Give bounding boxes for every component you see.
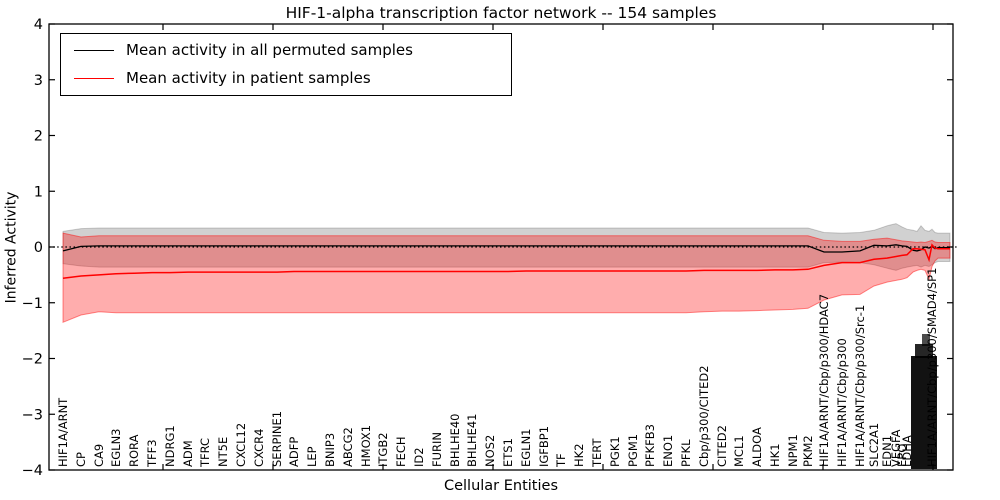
entity-label: EGLN3 xyxy=(109,428,123,467)
y-axis-label: Inferred Activity xyxy=(3,191,20,304)
entity-label: ALDOA xyxy=(750,427,764,467)
entity-label: ITGB2 xyxy=(376,432,390,467)
entity-label: HMOX1 xyxy=(359,425,373,467)
chart-title: HIF-1-alpha transcription factor network… xyxy=(285,4,717,22)
entity-label: PKM2 xyxy=(801,435,815,467)
entity-label: EGLN1 xyxy=(519,428,533,467)
entity-label: VEGFA xyxy=(889,429,903,467)
entity-label: CP xyxy=(74,452,88,467)
patient-mean-line xyxy=(62,243,950,279)
y-tick-label: −4 xyxy=(22,463,43,479)
y-tick-label: 0 xyxy=(34,240,43,256)
entity-label: PFKFB3 xyxy=(643,424,657,467)
y-tick-label: 4 xyxy=(34,17,43,33)
entity-label: HIF1A/ARNT/Cbp/p300 xyxy=(835,338,849,467)
permuted-mean-line xyxy=(62,244,950,253)
entity-label: Cbp/p300/CITED2 xyxy=(697,365,711,467)
entity-label: TFF3 xyxy=(145,439,159,468)
entity-label: TFRC xyxy=(198,438,212,468)
y-tick-label: −2 xyxy=(22,352,43,368)
entity-label: PGM1 xyxy=(626,434,640,467)
entity-label: FURIN xyxy=(430,432,444,467)
entity-label: BNIP3 xyxy=(323,433,337,467)
legend-entry-permuted: Mean activity in all permuted samples xyxy=(61,38,511,64)
entity-label: HK1 xyxy=(768,443,782,467)
legend-label: Mean activity in all permuted samples xyxy=(126,41,413,60)
entity-label: TF xyxy=(554,453,568,468)
entity-label: ADFP xyxy=(287,437,301,467)
x-axis-label: Cellular Entities xyxy=(443,478,559,494)
entity-label: EPO xyxy=(895,444,909,467)
y-tick-label: −3 xyxy=(22,407,43,423)
entity-label: BHLHE41 xyxy=(465,414,479,468)
entity-label: EDN1 xyxy=(880,435,894,467)
entity-label: LEP xyxy=(305,446,319,467)
y-tick-label: 3 xyxy=(34,73,43,89)
entity-label: ENO1 xyxy=(661,435,675,467)
patient-samples-spread-band xyxy=(62,232,951,324)
legend: Mean activity in all permuted samples Me… xyxy=(60,33,512,96)
legend-label: Mean activity in patient samples xyxy=(126,68,371,87)
entity-label: BHLHE40 xyxy=(448,414,462,468)
overlapping-labels-cluster xyxy=(911,356,937,469)
entity-label: IGFBP1 xyxy=(537,426,551,467)
entity-label: PGK1 xyxy=(608,436,622,467)
entity-label: FECH xyxy=(394,436,408,467)
entity-label: CXCR4 xyxy=(252,429,266,467)
entity-label: ABCG2 xyxy=(341,427,355,467)
entity-label: SERPINE1 xyxy=(270,411,284,467)
entity-label: CXCL12 xyxy=(234,423,248,467)
entity-label: NOS2 xyxy=(483,435,497,467)
entity-label: NPM1 xyxy=(786,434,800,467)
y-tick-label: 2 xyxy=(34,129,43,145)
entity-label: CA9 xyxy=(92,444,106,467)
y-tick-label: 1 xyxy=(34,184,43,200)
entity-label: HK2 xyxy=(572,443,586,467)
entity-label: ETS1 xyxy=(501,438,515,467)
entity-label: RORA xyxy=(127,434,141,467)
entity-label: ID2 xyxy=(412,447,426,467)
entity-label: PFKL xyxy=(679,439,693,467)
entity-label: HIF1A/ARNT xyxy=(56,397,70,467)
entity-label: SLC2A1 xyxy=(867,423,881,467)
entity-label: HIF1A/ARNT/Cbp/p300/Src-1 xyxy=(853,305,867,467)
permuted-line-swatch xyxy=(74,50,114,52)
overlapping-labels-cluster xyxy=(922,334,930,346)
entity-label: CITED2 xyxy=(715,425,729,467)
overlapping-labels-cluster xyxy=(915,344,933,358)
permuted-samples-spread-band xyxy=(62,223,951,271)
entity-label: ADM xyxy=(181,440,195,467)
entity-label: MCL1 xyxy=(732,435,746,467)
patient-line-swatch xyxy=(74,77,114,79)
entity-label: HIF1A/ARNT/Cbp/p300/HDAC7 xyxy=(817,294,831,467)
entity-label: NT5E xyxy=(216,437,230,467)
entity-label: TERT xyxy=(590,438,604,468)
y-tick-label: −1 xyxy=(22,296,43,312)
entity-label: LDHA xyxy=(900,435,914,467)
legend-entry-patient: Mean activity in patient samples xyxy=(61,65,511,91)
entity-label: NDRG1 xyxy=(163,425,177,467)
